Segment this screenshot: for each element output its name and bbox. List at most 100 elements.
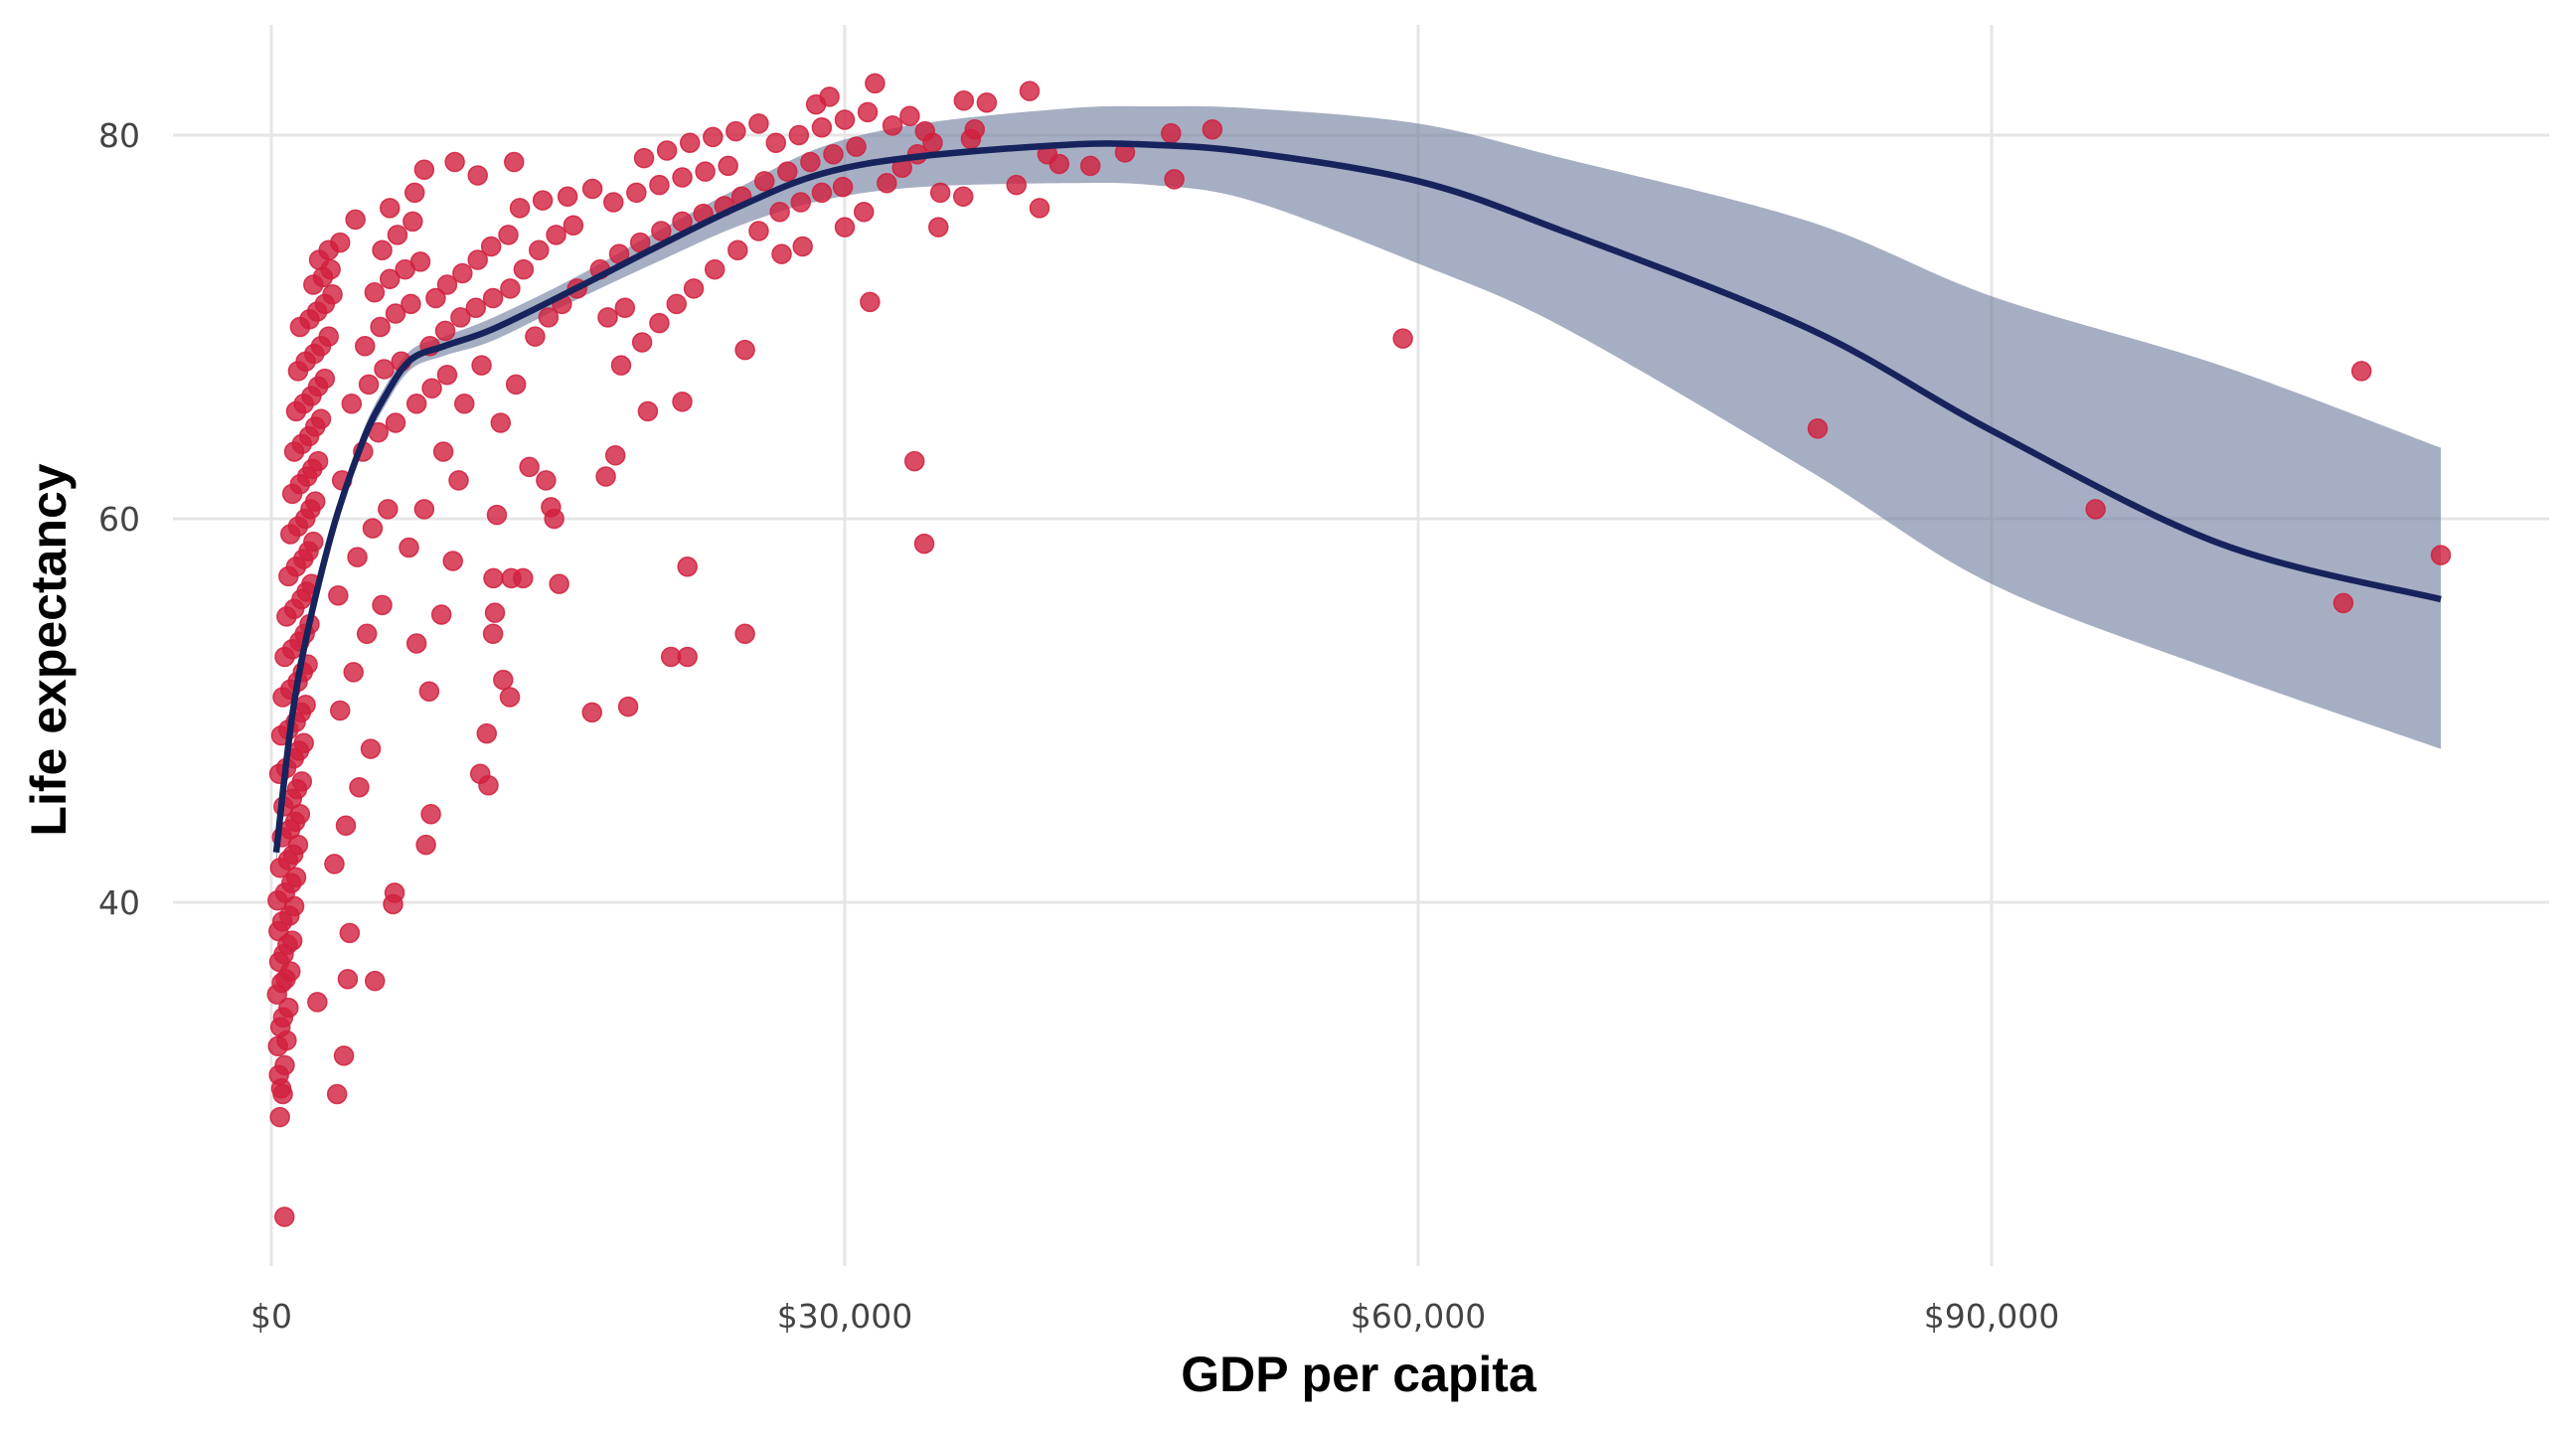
data-point (913, 533, 935, 555)
data-point (448, 470, 469, 491)
data-point (399, 537, 419, 558)
data-point (374, 359, 395, 380)
data-point (734, 339, 755, 361)
data-point (415, 834, 436, 856)
data-point (318, 326, 339, 347)
smooth-confidence-band-layer (275, 105, 2441, 867)
data-point (413, 499, 435, 520)
data-point (727, 239, 748, 261)
data-point (525, 326, 546, 347)
data-point (364, 970, 386, 992)
data-point (333, 1045, 355, 1066)
y-axis-title: Life expectancy (21, 463, 77, 836)
data-point (718, 155, 738, 177)
data-point (513, 567, 534, 589)
data-point (476, 722, 498, 744)
data-point (695, 161, 716, 182)
data-point (269, 1106, 290, 1128)
data-point (486, 504, 508, 526)
data-point (303, 531, 324, 553)
data-point (914, 120, 936, 142)
data-point (899, 105, 920, 126)
data-point (337, 968, 359, 990)
smooth-line-layer (272, 140, 2442, 854)
data-point (482, 623, 504, 645)
data-point (882, 115, 903, 136)
data-point (436, 274, 458, 295)
data-point (379, 268, 401, 289)
data-point (877, 173, 897, 194)
x-axis-title: GDP per capita (1181, 1347, 1537, 1402)
data-point (442, 551, 463, 571)
data-point (846, 136, 867, 157)
data-point (471, 355, 492, 376)
data-point (1079, 155, 1101, 177)
data-point (500, 278, 521, 299)
data-point (413, 159, 435, 180)
data-point (683, 278, 705, 299)
y-tick-label: 80 (98, 116, 140, 155)
data-point (425, 287, 446, 309)
x-tick-label: $30,000 (777, 1297, 912, 1336)
data-point (421, 378, 442, 399)
data-point (402, 211, 423, 233)
data-point (509, 198, 531, 219)
data-point (865, 73, 886, 94)
data-point (401, 293, 421, 315)
data-point (1161, 122, 1182, 144)
data-point (345, 209, 366, 231)
data-point (649, 312, 670, 334)
data-point (467, 165, 488, 186)
data-point (362, 518, 384, 539)
data-point (484, 602, 506, 623)
data-point (356, 623, 378, 645)
data-point (677, 556, 698, 577)
data-point (734, 623, 755, 645)
data-point (420, 803, 441, 825)
data-point (538, 307, 560, 328)
data-point (1029, 198, 1050, 219)
data-point (631, 332, 653, 353)
data-point (444, 151, 465, 173)
data-point (326, 1083, 348, 1105)
data-point (295, 694, 316, 716)
data-point (1164, 169, 1185, 190)
data-point (452, 262, 473, 284)
data-point (532, 190, 554, 211)
data-point (329, 232, 351, 253)
data-point (291, 771, 313, 792)
data-point (834, 217, 856, 238)
smooth-confidence-band (275, 105, 2441, 867)
data-point (819, 86, 840, 107)
data-point (493, 669, 514, 691)
x-tick-label: $90,000 (1924, 1297, 2059, 1336)
data-point (434, 320, 456, 342)
data-point (364, 282, 386, 303)
data-point (378, 499, 399, 520)
data-point (490, 412, 512, 433)
data-point (467, 249, 488, 270)
data-point (372, 594, 393, 616)
data-point (725, 120, 746, 142)
data-point (771, 243, 792, 264)
data-point (387, 225, 408, 245)
data-point (1807, 418, 1829, 439)
data-point (649, 174, 670, 196)
data-point (927, 217, 949, 238)
data-point (823, 144, 844, 165)
data-point (405, 633, 427, 654)
data-point (341, 393, 363, 414)
data-point (626, 182, 647, 204)
data-point (328, 584, 349, 606)
data-point (274, 1054, 295, 1076)
data-point (788, 124, 810, 146)
data-point (811, 182, 833, 204)
data-point (748, 221, 769, 241)
data-point (792, 236, 813, 257)
data-point (418, 681, 440, 702)
data-point (383, 893, 403, 915)
data-point (952, 186, 974, 208)
data-point (324, 854, 345, 874)
data-point (322, 283, 343, 305)
data-point (563, 215, 584, 236)
